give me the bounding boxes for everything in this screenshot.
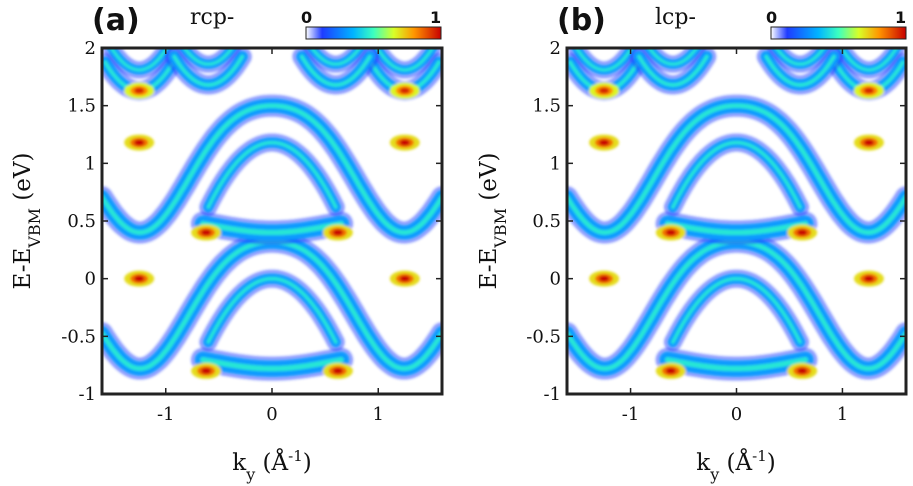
hotspot-a-2 xyxy=(191,362,222,379)
panel-b: (b) lcp- 0 1 -1 0 1 -1 -0.5 0 0.5 1 1.5 2 E-EVBM … xyxy=(476,3,908,484)
hotspot-b-8 xyxy=(589,82,620,99)
upper-band2-b-2-core xyxy=(647,48,699,66)
y-axis-label-a: E-EVBM (eV) xyxy=(10,153,44,290)
hotspot-a-9 xyxy=(389,82,420,99)
hotspot-b-3 xyxy=(787,362,818,379)
hotspot-b-2 xyxy=(655,362,686,379)
y-tick-label-a-3: 0.5 xyxy=(67,211,96,232)
band-a-2-core xyxy=(200,357,344,372)
colorbar-b-min-label: 0 xyxy=(766,8,777,27)
y-tick-label-a-1: -0.5 xyxy=(61,326,96,347)
panel-a: (a) rcp- 0 1 -1 0 1 -1 -0.5 0 0.5 1 1.5 2 E-EVBM … xyxy=(10,3,444,484)
hotspot-b-0 xyxy=(589,270,620,287)
y-tick-label-b-5: 1.5 xyxy=(532,96,561,117)
bands-b xyxy=(567,48,906,381)
colorbar-b: 0 1 xyxy=(766,8,907,40)
y-tick-label-a-0: -1 xyxy=(78,384,96,405)
hotspot-a-1 xyxy=(389,270,420,287)
band-a-3-core xyxy=(102,103,442,235)
hotspot-b-9 xyxy=(853,82,884,99)
x-tick-label-b-0: -1 xyxy=(622,404,640,425)
hotspot-b-1 xyxy=(853,270,884,287)
upper-band2-a-3-core xyxy=(310,48,362,66)
hotspot-b-4 xyxy=(589,134,620,151)
bands-a xyxy=(102,48,442,381)
y-tick-label-b-1: -0.5 xyxy=(526,326,561,347)
hotspot-a-0 xyxy=(124,270,155,287)
hotspot-a-4 xyxy=(124,134,155,151)
y-tick-label-a-4: 1 xyxy=(85,153,96,174)
hotspot-a-3 xyxy=(322,362,353,379)
upper-band2-b-3-core xyxy=(774,48,826,66)
band-a-4-core xyxy=(206,140,338,209)
axes-frame-b: -1 0 1 -1 -0.5 0 0.5 1 1.5 2 xyxy=(526,38,908,425)
y-tick-label-b-2: 0 xyxy=(550,269,561,290)
x-tick-label-b-2: 1 xyxy=(837,404,848,425)
x-tick-label-a-1: 0 xyxy=(266,404,277,425)
hotspot-b-7 xyxy=(787,224,818,241)
y-tick-label-a-5: 1.5 xyxy=(67,96,96,117)
y-axis-label-b: E-EVBM (eV) xyxy=(476,153,510,290)
colorbar-b-max-label: 1 xyxy=(895,8,906,27)
band-b-3-core xyxy=(567,103,906,235)
panel-title-b: lcp- xyxy=(655,5,696,30)
colorbar-a-max-label: 1 xyxy=(430,8,441,27)
colorbar-a: 0 1 xyxy=(301,8,442,40)
y-tick-label-b-6: 2 xyxy=(550,38,561,59)
hotspot-a-5 xyxy=(389,134,420,151)
x-tick-label-b-1: 0 xyxy=(731,404,742,425)
band-a-1-core xyxy=(206,276,338,344)
hotspot-b-5 xyxy=(853,134,884,151)
colorbar-a-bar xyxy=(305,26,442,40)
panel-title-a: rcp- xyxy=(190,5,234,30)
upper-band2-a-1-core xyxy=(375,48,435,72)
x-axis-label-a: ky (Å-1) xyxy=(232,447,312,484)
y-tick-label-b-0: -1 xyxy=(543,384,561,405)
hotspot-a-7 xyxy=(322,224,353,241)
band-b-1-core xyxy=(671,276,802,344)
y-tick-label-a-2: 0 xyxy=(85,269,96,290)
panel-letter-a: (a) xyxy=(92,3,140,38)
band-a-5-core xyxy=(200,220,344,236)
band-b-5-core xyxy=(664,220,809,236)
y-tick-label-b-4: 1 xyxy=(550,153,561,174)
colorbar-b-bar xyxy=(770,26,907,40)
upper-band2-a-2-core xyxy=(182,48,234,66)
x-tick-label-a-0: -1 xyxy=(157,404,175,425)
upper-band2-b-0-core xyxy=(574,48,634,72)
hotspot-a-8 xyxy=(124,82,155,99)
upper-band-a-3-core xyxy=(299,54,372,87)
hotspot-b-6 xyxy=(655,224,686,241)
upper-band-b-3-core xyxy=(764,54,836,87)
colorbar-a-min-label: 0 xyxy=(301,8,312,27)
y-tick-label-b-3: 0.5 xyxy=(532,211,561,232)
upper-band2-b-1-core xyxy=(839,48,899,72)
band-b-2-core xyxy=(664,357,809,372)
band-b-4-core xyxy=(671,140,802,209)
y-tick-label-a-6: 2 xyxy=(85,38,96,59)
upper-band-a-2-core xyxy=(172,54,245,87)
hotspot-a-6 xyxy=(191,224,222,241)
panel-letter-b: (b) xyxy=(557,3,606,38)
upper-band-b-2-core xyxy=(637,54,709,87)
axes-frame-a: -1 0 1 -1 -0.5 0 0.5 1 1.5 2 xyxy=(61,38,444,425)
upper-band2-a-0-core xyxy=(109,48,169,72)
x-axis-label-b: ky (Å-1) xyxy=(696,447,776,484)
x-tick-label-a-2: 1 xyxy=(373,404,384,425)
